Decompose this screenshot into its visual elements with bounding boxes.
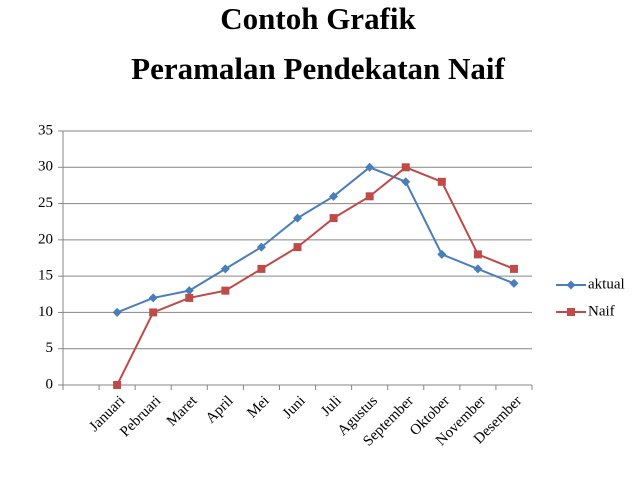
marker xyxy=(149,308,158,317)
x-tick-label: Pebruari xyxy=(117,393,164,440)
x-tick-label: Juni xyxy=(280,393,309,422)
marker xyxy=(257,264,266,273)
marker xyxy=(567,308,575,316)
x-tick-label: Maret xyxy=(164,392,201,429)
legend-label: aktual xyxy=(588,276,625,292)
marker xyxy=(112,307,122,317)
x-tick-label: April xyxy=(203,393,237,427)
y-tick-label: 5 xyxy=(46,340,54,356)
legend-label: Naif xyxy=(588,303,615,319)
marker xyxy=(437,177,446,186)
marker xyxy=(473,264,483,274)
marker xyxy=(509,264,518,273)
marker xyxy=(329,214,338,223)
y-tick-label: 20 xyxy=(38,231,53,247)
marker xyxy=(148,293,158,303)
marker xyxy=(221,286,230,295)
marker xyxy=(509,278,519,288)
marker xyxy=(401,177,411,187)
x-tick-label: Mei xyxy=(244,393,272,421)
y-tick-label: 15 xyxy=(38,268,53,284)
chart-title: Contoh Grafik xyxy=(220,1,416,36)
marker xyxy=(566,280,576,290)
chart-subtitle: Peramalan Pendekatan Naif xyxy=(131,51,505,86)
y-tick-label: 10 xyxy=(38,304,53,320)
marker xyxy=(473,250,482,259)
marker xyxy=(113,381,122,389)
marker xyxy=(401,163,410,172)
marker xyxy=(184,286,194,296)
marker xyxy=(437,249,447,259)
marker xyxy=(365,192,374,201)
marker xyxy=(293,243,302,252)
y-tick-label: 30 xyxy=(38,159,53,175)
marker xyxy=(256,242,266,252)
marker xyxy=(365,162,375,172)
x-tick-label: Juli xyxy=(318,393,345,420)
series-line xyxy=(116,166,515,386)
marker xyxy=(185,293,194,302)
marker xyxy=(220,264,230,274)
y-tick-label: 0 xyxy=(46,376,54,392)
marker xyxy=(329,191,339,201)
y-tick-label: 35 xyxy=(38,122,53,138)
marker xyxy=(293,213,302,223)
series-line xyxy=(116,166,515,314)
y-tick-label: 25 xyxy=(38,195,53,211)
